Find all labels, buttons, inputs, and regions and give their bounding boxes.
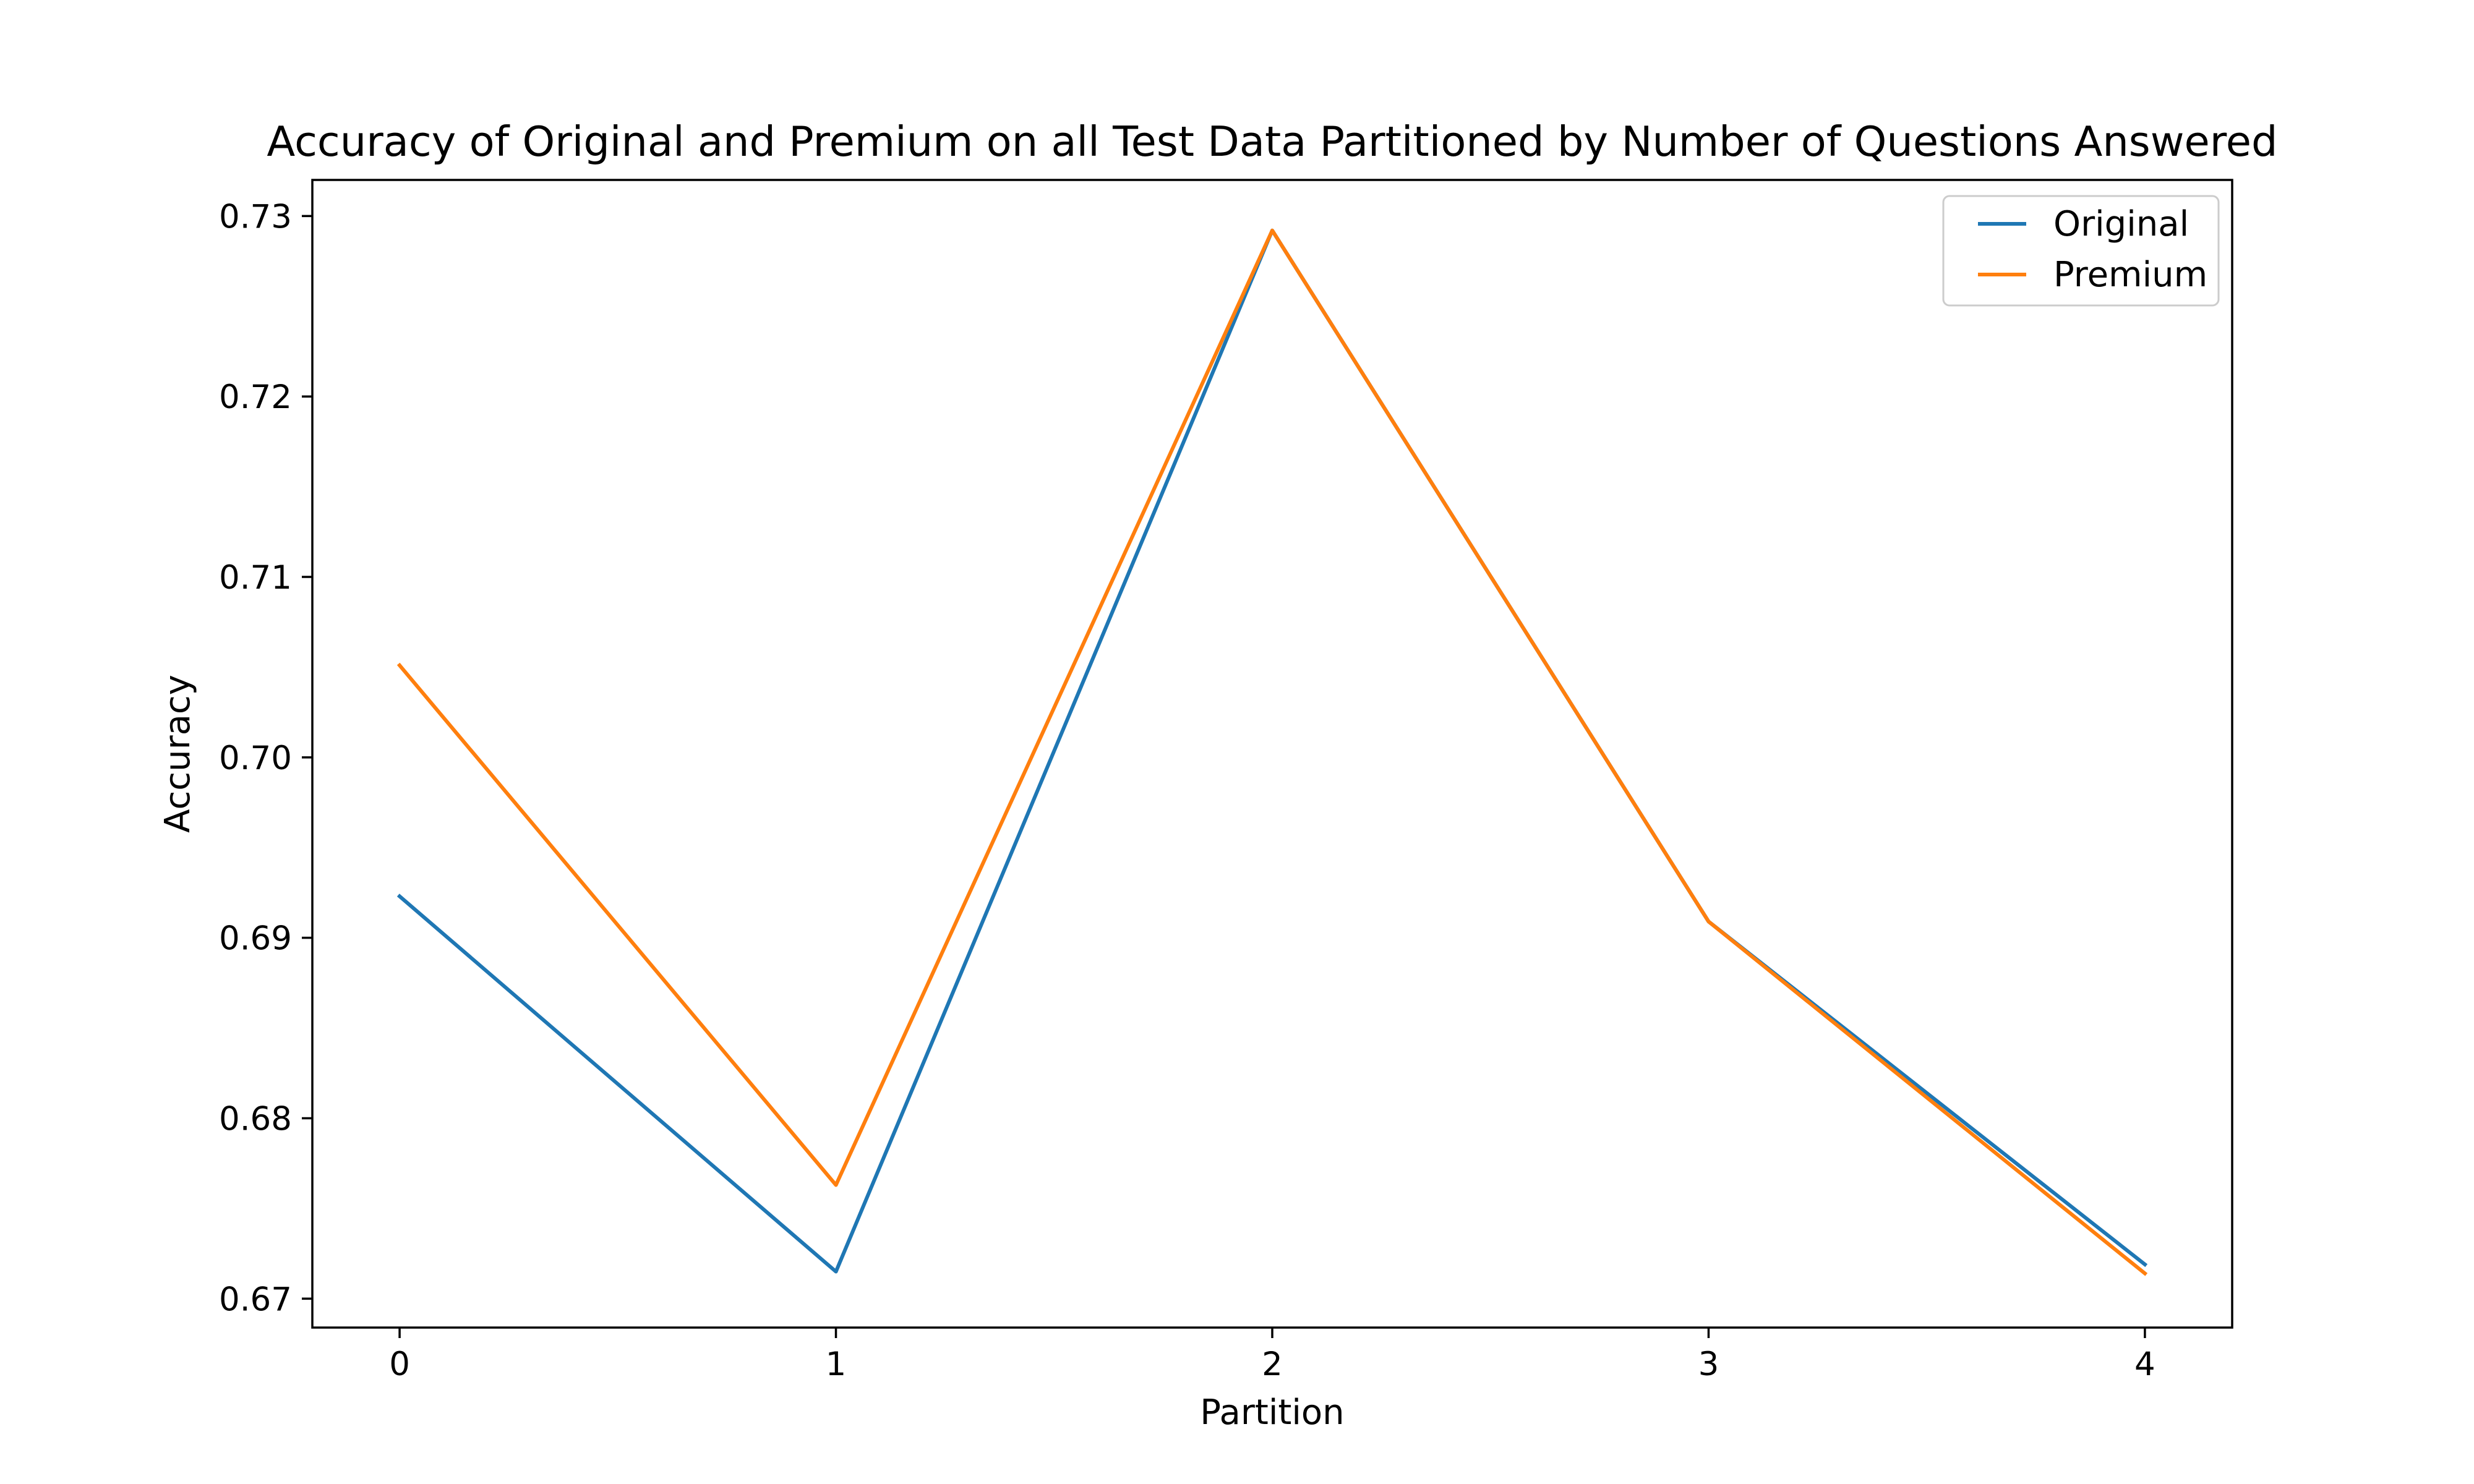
y-tick-label: 0.73	[219, 198, 292, 236]
y-axis: 0.67 0.68 0.69 0.70 0.71 0.72 0.73	[219, 198, 312, 1318]
y-tick-label: 0.71	[219, 559, 292, 597]
x-axis: 0 1 2 3 4	[389, 1328, 2155, 1383]
legend: Original Premium	[1942, 195, 2220, 307]
plot-area	[311, 179, 2233, 1329]
y-tick-label: 0.72	[219, 378, 292, 416]
series-line-premium	[396, 228, 2148, 1276]
x-tick-label: 3	[1698, 1345, 1719, 1383]
y-tick-label: 0.70	[219, 740, 292, 777]
y-tick-label: 0.69	[219, 920, 292, 958]
x-tick-label: 2	[1262, 1345, 1283, 1383]
y-tick-label: 0.67	[219, 1281, 292, 1318]
x-tick-label: 4	[2134, 1345, 2155, 1383]
y-tick-label: 0.68	[219, 1100, 292, 1138]
legend-label-original: Original	[2053, 204, 2189, 244]
x-tick-label: 0	[389, 1345, 410, 1383]
x-tick-label: 1	[826, 1345, 847, 1383]
chart-title: Accuracy of Original and Premium on all …	[267, 117, 2277, 166]
y-axis-label: Accuracy	[158, 675, 198, 833]
legend-label-premium: Premium	[2053, 255, 2207, 295]
x-axis-label: Partition	[1200, 1392, 1344, 1433]
series-lines	[396, 228, 2148, 1276]
